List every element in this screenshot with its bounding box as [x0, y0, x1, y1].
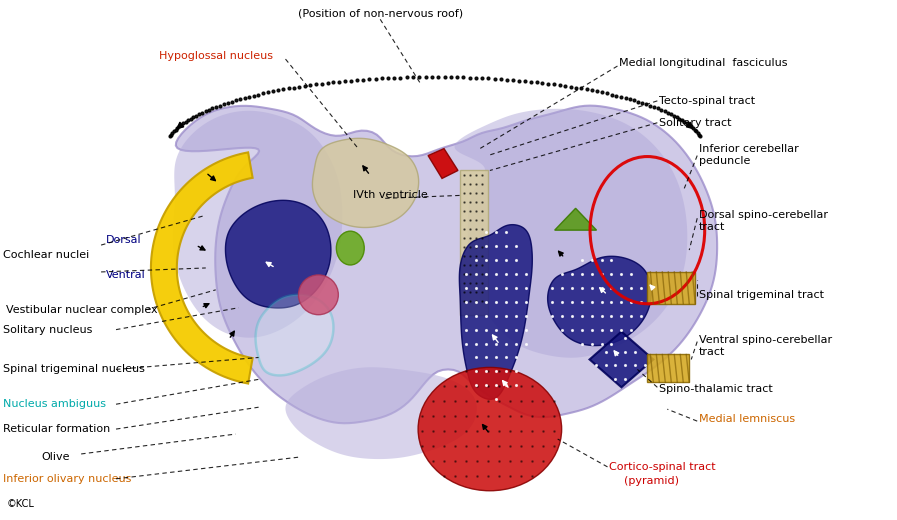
Polygon shape [312, 138, 419, 228]
Text: Medial longitudinal  fasciculus: Medial longitudinal fasciculus [620, 58, 788, 68]
Text: Spinal trigeminal tract: Spinal trigeminal tract [700, 290, 824, 300]
Text: Solitary tract: Solitary tract [659, 118, 732, 128]
Bar [648, 355, 689, 382]
Text: Dorsal: Dorsal [106, 235, 142, 245]
Text: tract: tract [700, 222, 726, 232]
Text: (pyramid): (pyramid) [624, 476, 679, 486]
Text: tract: tract [700, 346, 726, 357]
Text: Inferior olivary nucleus: Inferior olivary nucleus [4, 474, 132, 484]
Text: Vestibular nuclear complex: Vestibular nuclear complex [6, 305, 158, 315]
Text: Hypoglossal nucleus: Hypoglossal nucleus [159, 51, 273, 61]
Text: IVth ventricle: IVth ventricle [353, 190, 428, 200]
Polygon shape [285, 367, 477, 459]
Text: peduncle: peduncle [700, 155, 751, 165]
Polygon shape [176, 106, 718, 423]
Text: Dorsal spino-cerebellar: Dorsal spino-cerebellar [700, 210, 828, 220]
Polygon shape [225, 200, 331, 308]
Polygon shape [548, 256, 651, 346]
Text: ©KCL: ©KCL [6, 499, 34, 509]
Text: Nucleus ambiguus: Nucleus ambiguus [4, 399, 107, 409]
Ellipse shape [336, 231, 364, 265]
Text: Reticular formation: Reticular formation [4, 424, 110, 434]
Text: Inferior cerebellar: Inferior cerebellar [700, 144, 799, 153]
Bar [648, 272, 695, 304]
Text: (Position of non-nervous roof): (Position of non-nervous roof) [298, 8, 463, 18]
Polygon shape [256, 295, 334, 375]
Polygon shape [173, 111, 343, 337]
Ellipse shape [299, 275, 338, 315]
Text: Medial lemniscus: Medial lemniscus [700, 414, 796, 424]
Polygon shape [428, 149, 458, 178]
Polygon shape [455, 109, 687, 358]
Text: Spinal trigeminal nucleus: Spinal trigeminal nucleus [4, 365, 145, 374]
Text: Cochlear nuclei: Cochlear nuclei [4, 250, 90, 260]
Text: Ventral spino-cerebellar: Ventral spino-cerebellar [700, 334, 832, 345]
Text: Tecto-spinal tract: Tecto-spinal tract [659, 96, 755, 106]
Text: Solitary nucleus: Solitary nucleus [4, 324, 92, 335]
Polygon shape [459, 225, 532, 399]
Polygon shape [151, 152, 253, 384]
Polygon shape [589, 332, 653, 387]
Text: Cortico-spinal tract: Cortico-spinal tract [609, 462, 716, 472]
Text: Olive: Olive [41, 452, 70, 462]
Bar [460, 171, 488, 315]
Text: Spino-thalamic tract: Spino-thalamic tract [659, 384, 773, 394]
Text: Ventral: Ventral [106, 270, 146, 280]
Ellipse shape [418, 368, 562, 491]
Polygon shape [554, 209, 597, 230]
